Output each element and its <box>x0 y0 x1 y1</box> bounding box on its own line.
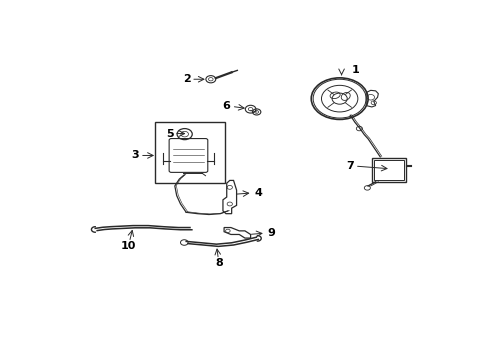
Text: 10: 10 <box>121 240 136 251</box>
Text: 2: 2 <box>183 74 190 84</box>
Text: 7: 7 <box>346 161 353 171</box>
Bar <box>155 122 225 183</box>
Text: 3: 3 <box>131 150 139 161</box>
Text: 8: 8 <box>214 258 222 268</box>
Bar <box>373 160 403 180</box>
Text: 6: 6 <box>222 101 230 111</box>
Text: 5: 5 <box>165 129 173 139</box>
Bar <box>371 158 405 182</box>
Text: 4: 4 <box>254 188 262 198</box>
Text: 1: 1 <box>351 65 359 75</box>
Text: 9: 9 <box>266 228 274 238</box>
